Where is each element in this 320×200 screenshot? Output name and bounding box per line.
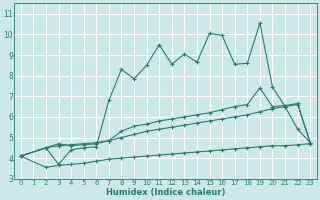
X-axis label: Humidex (Indice chaleur): Humidex (Indice chaleur)	[106, 188, 225, 197]
